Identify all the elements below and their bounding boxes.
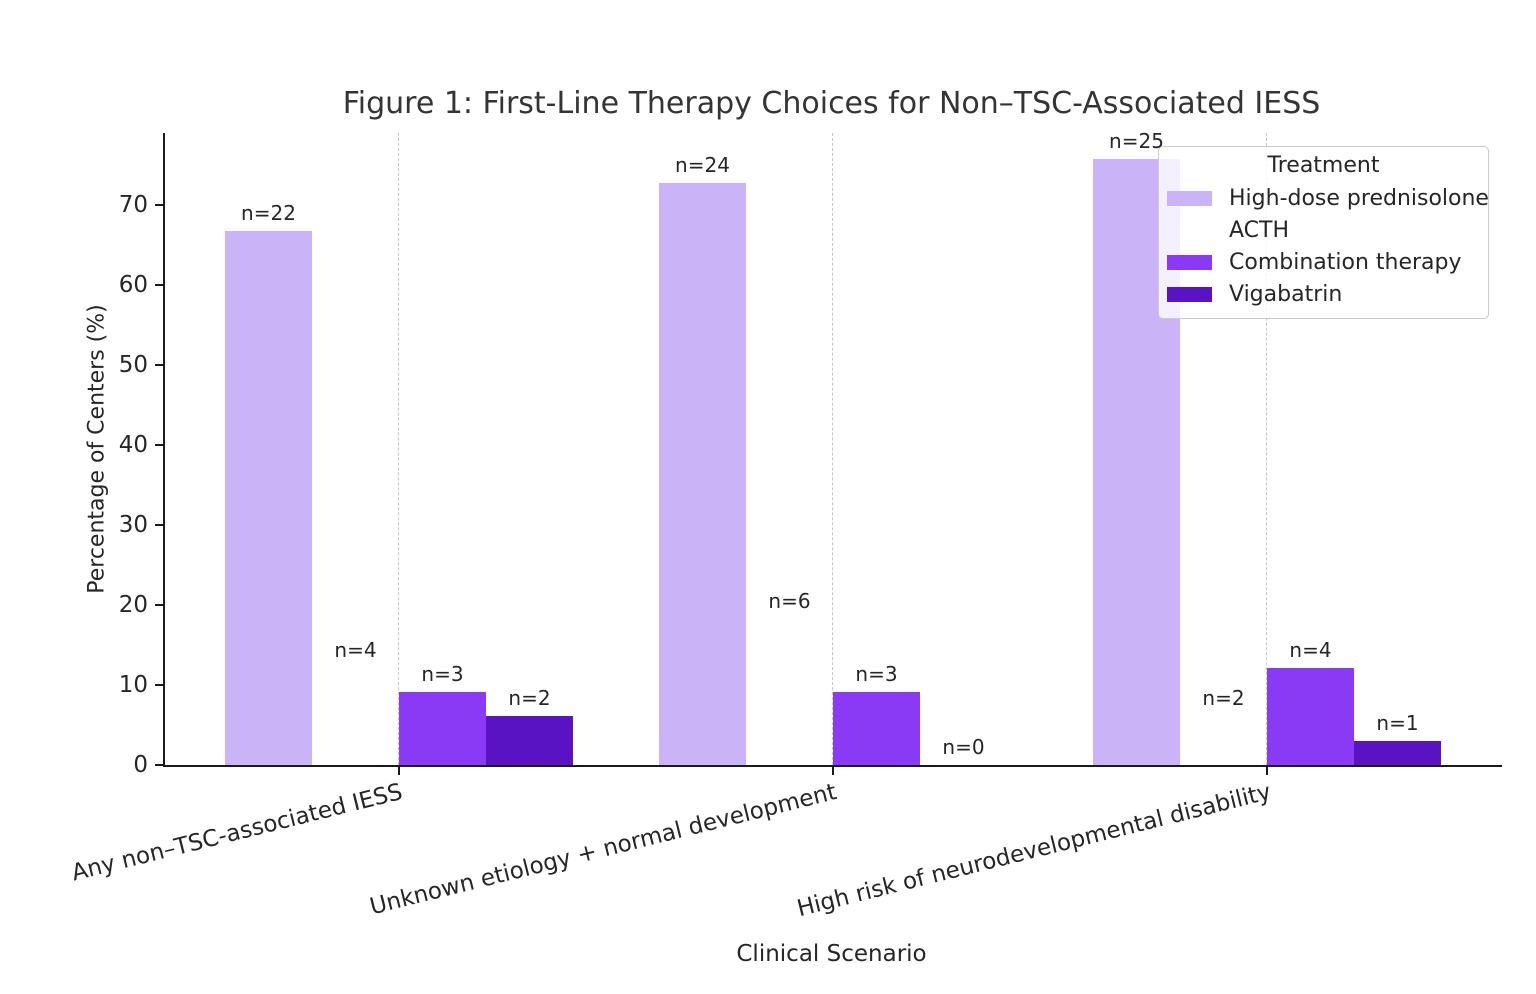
bar-group: n=22 n=4 n=3 n=2 <box>182 133 616 765</box>
y-tick-label: 70 <box>118 192 148 218</box>
y-tick-label: 40 <box>118 432 148 458</box>
y-axis-tick <box>155 204 163 206</box>
y-tick-label: 30 <box>118 512 148 538</box>
bar-value-label: n=24 <box>675 153 730 178</box>
category-slot: n=24 n=6 n=3 n=0 Unknown etiology + normal d… <box>367 133 1050 920</box>
plot-area: 0 10 20 30 40 50 60 70 n=22 n=4 n=3 n=2 Any non–TSC-… <box>69 129 1502 922</box>
legend-title: Treatment <box>1267 153 1380 178</box>
y-axis-tick <box>155 444 163 446</box>
y-axis-tick <box>155 684 163 686</box>
legend-item-label: ACTH <box>1229 217 1290 243</box>
x-axis-tick <box>398 767 400 775</box>
legend-item: Vigabatrin <box>1159 278 1488 310</box>
legend-item-label: Combination therapy <box>1229 249 1462 275</box>
bar: n=4 <box>312 638 399 765</box>
legend-item: Combination therapy <box>1159 246 1488 278</box>
bar-value-label: n=22 <box>241 201 296 226</box>
legend: Treatment High-dose prednisolone ACTH Comb… <box>1158 146 1489 319</box>
bar-value-label: n=1 <box>1376 711 1419 735</box>
y-tick-label: 0 <box>133 752 148 778</box>
bar: n=2 <box>486 686 573 765</box>
y-axis-tick <box>155 364 163 366</box>
x-tick-label: Any non–TSC-associated IESS <box>69 779 406 887</box>
y-tick-label: 60 <box>118 272 148 298</box>
bar-value-label: n=2 <box>1202 686 1245 711</box>
y-tick-label: 20 <box>118 592 148 618</box>
x-axis-tick <box>832 767 834 775</box>
legend-item: High-dose prednisolone <box>1159 182 1489 214</box>
bar: n=2 <box>1180 686 1267 765</box>
legend-swatch-icon <box>1167 254 1212 270</box>
y-axis-tick <box>155 284 163 286</box>
y-axis-tick <box>155 524 163 526</box>
x-axis-tick <box>1266 767 1268 775</box>
bar: n=1 <box>1354 711 1441 765</box>
y-axis-tick <box>155 604 163 606</box>
legend-swatch-icon <box>1167 190 1212 206</box>
y-tick-label: 50 <box>118 352 148 378</box>
chart-title: Figure 1: First-Line Therapy Choices for… <box>342 86 1321 121</box>
gridline <box>1266 133 1267 765</box>
bar: n=6 <box>746 589 833 765</box>
bar-value-label: n=4 <box>334 638 377 663</box>
legend-item-label: Vigabatrin <box>1229 281 1343 307</box>
bar: n=4 <box>1267 638 1354 765</box>
x-tick-label: High risk of neurodevelopmental disabili… <box>794 779 1274 923</box>
legend-swatch-icon <box>1167 286 1212 302</box>
bar-value-label: n=2 <box>508 686 551 711</box>
gridline <box>832 133 833 765</box>
legend-items: High-dose prednisolone ACTH Combination th… <box>1159 182 1489 310</box>
category-slot: n=22 n=4 n=3 n=2 Any non–TSC-associated IESS <box>69 133 616 886</box>
bar-value-label: n=6 <box>768 589 811 614</box>
x-tick-label: Unknown etiology + normal development <box>367 779 840 921</box>
bar: n=24 <box>659 153 746 765</box>
bar: n=22 <box>225 201 312 765</box>
bar-group: n=24 n=6 n=3 n=0 <box>616 133 1050 765</box>
bar-value-label: n=3 <box>421 662 464 687</box>
y-tick-label: 10 <box>118 672 148 698</box>
bar: n=3 <box>399 662 486 765</box>
gridline <box>398 133 399 765</box>
bar-value-label: n=0 <box>942 735 985 759</box>
bar: n=3 <box>833 662 920 765</box>
legend-item: ACTH <box>1159 214 1488 246</box>
bar-value-label: n=3 <box>855 662 898 687</box>
y-axis-tick <box>155 764 163 766</box>
bar-value-label: n=4 <box>1289 638 1332 663</box>
x-axis-label: Clinical Scenario <box>736 941 927 967</box>
legend-swatch-icon <box>1167 223 1212 238</box>
legend-item-label: High-dose prednisolone <box>1229 185 1489 211</box>
bar-value-label: n=25 <box>1109 128 1164 153</box>
